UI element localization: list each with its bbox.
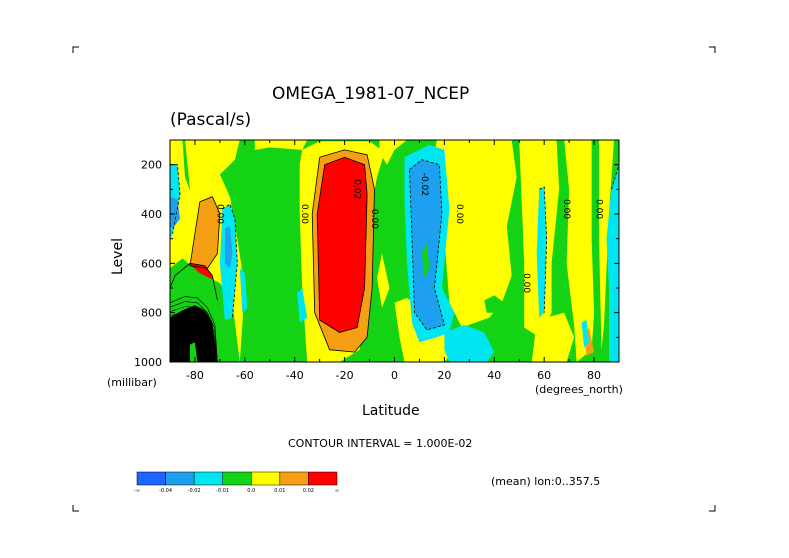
polar-contour-7 xyxy=(170,330,218,362)
y-tick-label-0: 200 xyxy=(141,159,162,172)
contour-label-8: 0.00 xyxy=(594,199,604,219)
y-tick-label-2: 600 xyxy=(141,257,162,270)
x-tick-label-8: 80 xyxy=(587,369,601,382)
contour-line-5 xyxy=(222,203,238,318)
x-axis-label: Latitude xyxy=(362,403,420,419)
x-tick-label-7: 60 xyxy=(537,369,551,382)
region-near_zero_pos-12 xyxy=(599,140,614,350)
contour-labels: 0.00 0.00 0.02 0.00 -0.02 0.00 0.00 0.00 0.00 xyxy=(214,173,603,294)
region-neg_weak-22 xyxy=(297,288,308,323)
contour-label-3: 0.00 xyxy=(369,209,379,229)
contour-line-6 xyxy=(539,186,548,313)
contour-fill-regions xyxy=(170,140,619,362)
region-neg_weak-27 xyxy=(581,320,590,348)
chart-title: OMEGA_1981-07_NCEP xyxy=(272,84,469,104)
x-tick-label-4: 0 xyxy=(391,369,398,382)
colorbar-swatch-0 xyxy=(136,471,166,486)
region-neg_weak-21 xyxy=(239,268,248,313)
contour-interval-text: CONTOUR INTERVAL = 1.000E-02 xyxy=(288,437,472,450)
x-tick-label-0: -80 xyxy=(186,369,204,382)
contour-label-7: 0.00 xyxy=(561,199,571,219)
contour-lines xyxy=(170,149,619,362)
chart-subtitle: (Pascal/s) xyxy=(170,110,251,130)
region-neg_mid-31 xyxy=(224,226,233,269)
colorbar-label-0: -∞ xyxy=(134,488,140,494)
region-near_zero_pos-6 xyxy=(377,253,390,308)
colorbar-label-1: -0.04 xyxy=(159,488,172,494)
polar-contour-6 xyxy=(170,325,218,362)
x-units-label: (degrees_north) xyxy=(535,383,623,396)
colorbar-swatch-4 xyxy=(251,471,281,486)
polar-contour-3 xyxy=(170,311,218,362)
region-neg_weak-24 xyxy=(444,325,495,362)
contour-line-7 xyxy=(170,164,181,234)
y-axis-label: Level xyxy=(110,238,126,275)
contour-line-8 xyxy=(611,164,619,190)
contour-label-5: 0.00 xyxy=(454,204,464,224)
colorbar-label-4: 0.0 xyxy=(247,488,255,494)
x-tick-label-6: 40 xyxy=(487,369,501,382)
contour-label-1: 0.00 xyxy=(299,204,309,224)
mean-text: (mean) lon:0..357.5 xyxy=(491,475,600,488)
colorbar-label-3: -0.01 xyxy=(216,488,229,494)
colorbar: -∞ -0.04 -0.02 -0.01 0.0 0.01 0.02 ∞ xyxy=(134,471,339,494)
polar-contour-8 xyxy=(170,335,218,362)
region-near_zero_pos-10 xyxy=(531,312,575,362)
region-near_zero_pos-7 xyxy=(431,140,517,328)
region-extreme-34 xyxy=(170,305,218,362)
contour-line-2 xyxy=(189,196,221,269)
contour-label-4: -0.02 xyxy=(419,173,429,196)
colorbar-label-7: ∞ xyxy=(335,488,339,494)
y-tick-label-3: 800 xyxy=(141,307,162,320)
x-tick-label-5: 20 xyxy=(437,369,451,382)
region-pos_strong-17 xyxy=(317,157,368,333)
y-tick-label-1: 400 xyxy=(141,208,162,221)
colorbar-swatch-6 xyxy=(308,471,338,486)
region-neg_mid-30 xyxy=(170,196,180,229)
region-near_zero_pos-5 xyxy=(379,140,407,165)
colorbar-label-6: 0.02 xyxy=(303,488,314,494)
colorbar-label-2: -0.02 xyxy=(188,488,201,494)
polar-contour-5 xyxy=(170,320,218,362)
contour-line-4 xyxy=(409,159,445,331)
contour-label-2: 0.02 xyxy=(352,179,362,199)
x-tick-label-1: -60 xyxy=(236,369,254,382)
colorbar-label-5: 0.01 xyxy=(274,488,285,494)
colorbar-swatch-5 xyxy=(279,471,309,486)
x-tick-label-3: -20 xyxy=(336,369,354,382)
region-near_zero_neg-32 xyxy=(421,243,430,279)
corner-marks xyxy=(72,46,716,512)
region-near_zero_pos-3 xyxy=(254,140,308,150)
region-neg_weak-26 xyxy=(536,186,547,318)
contour-label-6: 0.00 xyxy=(521,273,531,293)
polar-contour-4 xyxy=(170,316,218,362)
colorbar-swatch-3 xyxy=(222,471,252,486)
contour-label-0: 0.00 xyxy=(214,204,224,224)
x-tick-label-2: -40 xyxy=(286,369,304,382)
axes: -80 -60 -40 -20 0 20 40 60 80 200 400 600 800 1000 xyxy=(134,139,620,382)
contour-line-0 xyxy=(311,149,375,353)
region-pos_mid-13 xyxy=(190,196,220,269)
contour-line-1 xyxy=(316,156,368,333)
region-near_zero_pos-11 xyxy=(564,140,595,362)
y-tick-label-4: 1000 xyxy=(134,356,162,369)
polar-contour-2 xyxy=(170,306,218,362)
region-near_zero_neg-33 xyxy=(484,295,505,313)
region-near_zero_neg-35 xyxy=(190,342,198,362)
contour-line-3 xyxy=(170,262,218,301)
colorbar-swatch-1 xyxy=(165,471,195,486)
y-units-label: (millibar) xyxy=(107,376,157,389)
colorbar-swatch-2 xyxy=(193,471,223,486)
polar-contour-9 xyxy=(170,340,218,362)
